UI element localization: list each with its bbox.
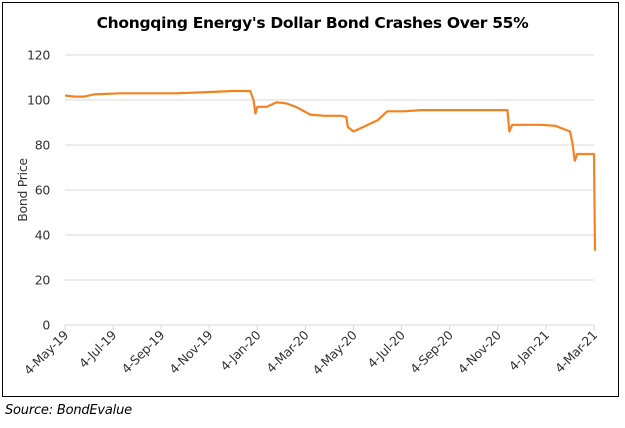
x-tick-label: 4-Sep-20 <box>407 327 456 376</box>
x-tick-label: 4-Mar-20 <box>263 327 312 376</box>
x-tick-label: 4-Sep-19 <box>118 327 167 376</box>
y-tick-label: 0 <box>42 318 50 333</box>
y-axis-ticks: 0 20 40 60 80 100 120 <box>27 48 51 333</box>
x-tick-label: 4-May-19 <box>21 327 72 378</box>
x-axis-ticks: 4-May-19 4-Jul-19 4-Sep-194-Nov-19 4-Jan-20… <box>21 325 600 378</box>
x-tick-label: 4-Jan-21 <box>506 328 552 374</box>
y-tick-label: 60 <box>35 183 51 198</box>
y-tick-label: 80 <box>35 138 51 153</box>
y-tick-label: 100 <box>27 93 50 108</box>
gridlines <box>65 54 594 281</box>
x-tick-label: 4-Nov-20 <box>455 327 504 376</box>
source-note: Source: BondEvalue <box>5 403 132 418</box>
series-group <box>64 89 597 251</box>
x-tick-label: 4-Jul-20 <box>364 327 408 371</box>
x-tick-label: 4-Jul-19 <box>76 327 120 371</box>
series-line-bond-price <box>64 89 597 251</box>
y-tick-label: 40 <box>35 228 51 243</box>
chart-title: Chongqing Energy's Dollar Bond Crashes O… <box>96 14 529 32</box>
y-axis-label: Bond Price <box>15 158 30 222</box>
x-tick-label: 4-Nov-19 <box>166 327 215 376</box>
x-tick-label: 4-Jan-20 <box>217 327 264 374</box>
y-tick-label: 20 <box>35 273 51 288</box>
y-tick-label: 120 <box>27 48 50 63</box>
chart-frame <box>2 2 619 397</box>
x-tick-label: 4-Mar-21 <box>552 328 600 376</box>
x-tick-label: 4-May-20 <box>309 327 360 378</box>
